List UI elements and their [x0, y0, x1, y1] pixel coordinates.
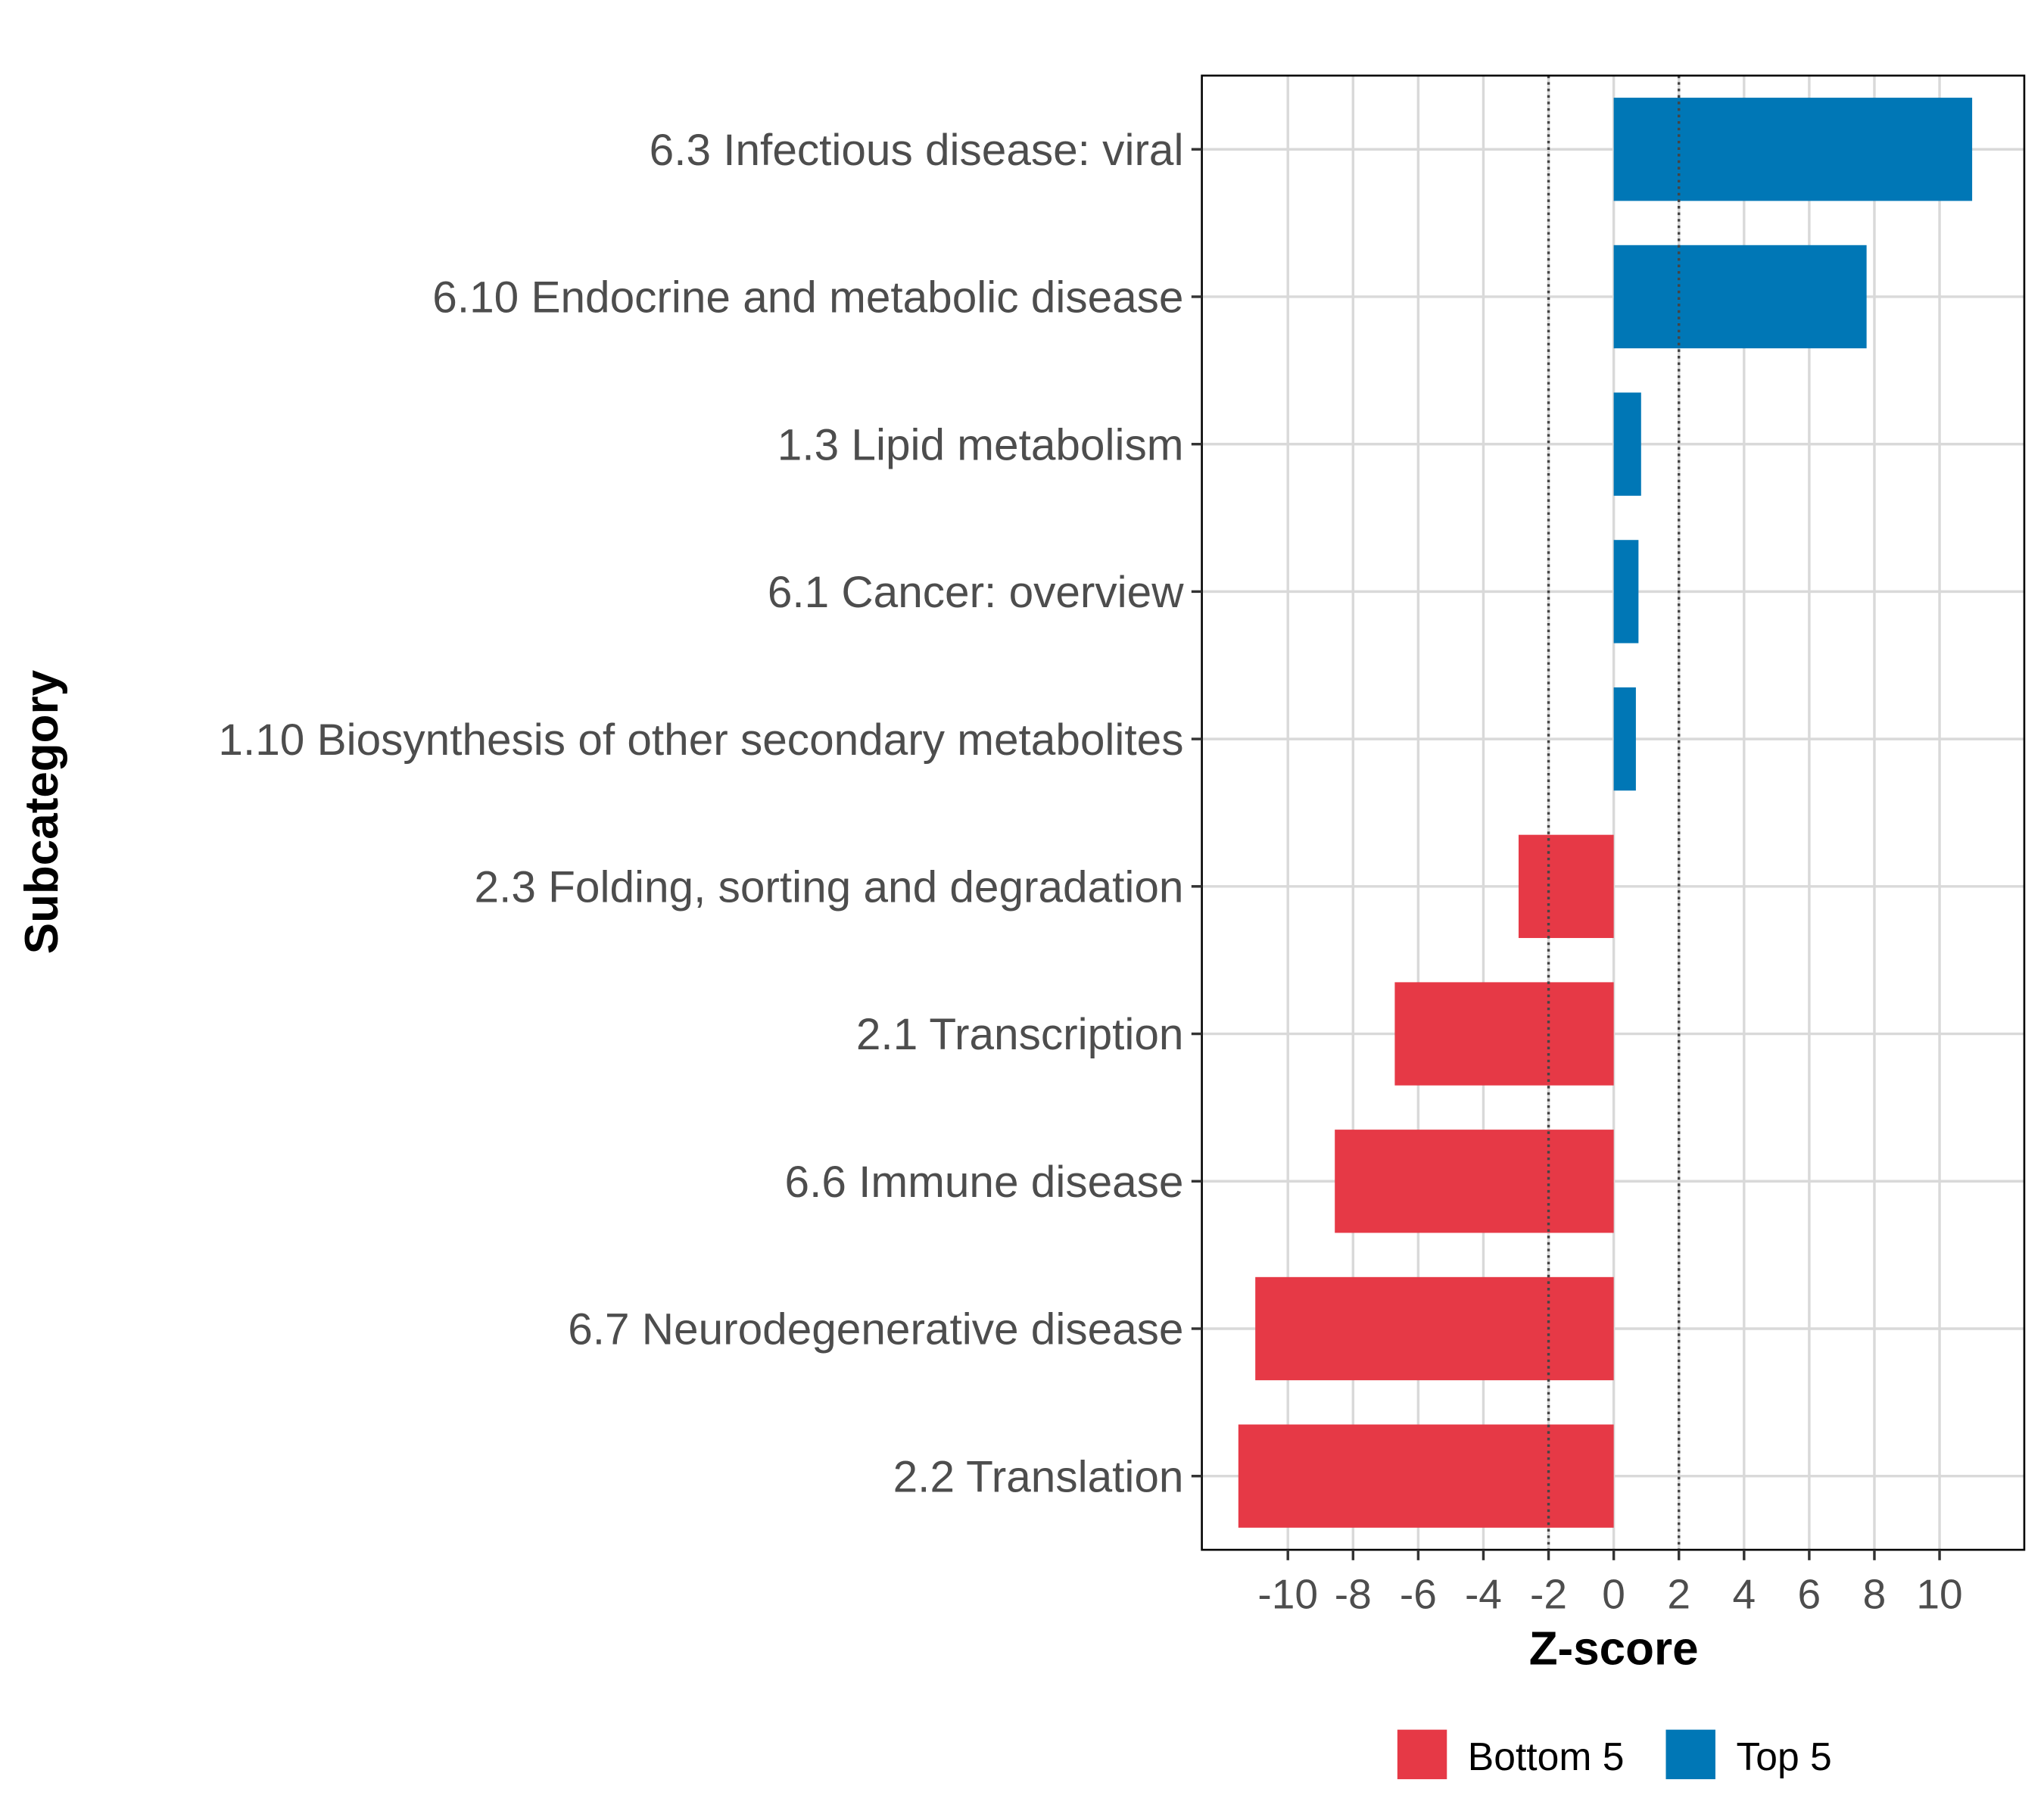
- y-tick-label: 6.3 Infectious disease: viral: [650, 126, 1184, 175]
- x-tick-label: 8: [1863, 1571, 1887, 1618]
- y-tick-labels: 6.3 Infectious disease: viral 6.10 Endocr…: [218, 126, 1202, 1501]
- y-tick-label: 6.7 Neurodegenerative disease: [568, 1305, 1183, 1354]
- x-tick-label: 2: [1667, 1571, 1690, 1618]
- x-tick-label: -2: [1530, 1571, 1567, 1618]
- y-tick-label: 1.10 Biosynthesis of other secondary met…: [218, 715, 1183, 765]
- y-tick-label: 2.1 Transcription: [856, 1010, 1184, 1059]
- x-tick-label: -10: [1257, 1571, 1318, 1618]
- y-tick-label: 2.2 Translation: [893, 1452, 1184, 1501]
- y-tick-label: 6.1 Cancer: overview: [768, 568, 1184, 617]
- legend-label: Top 5: [1736, 1734, 1831, 1778]
- x-tick-label: 4: [1732, 1571, 1756, 1618]
- legend: Bottom 5 Top 5: [1397, 1729, 1832, 1780]
- y-tick-label: 2.3 Folding, sorting and degradation: [475, 862, 1184, 912]
- x-tick-label: -8: [1335, 1571, 1372, 1618]
- bar: [1518, 834, 1614, 938]
- y-tick-label: 1.3 Lipid metabolism: [777, 420, 1184, 469]
- bar: [1613, 687, 1636, 791]
- legend-label: Bottom 5: [1468, 1734, 1625, 1778]
- bar: [1613, 245, 1867, 349]
- bar: [1394, 982, 1614, 1086]
- bar: [1613, 98, 1973, 201]
- x-axis-title: Z-score: [1529, 1623, 1699, 1675]
- bar: [1613, 392, 1641, 496]
- bars: [1238, 98, 1973, 1528]
- bar: [1335, 1130, 1614, 1233]
- x-tick-label: -6: [1400, 1571, 1437, 1618]
- x-tick-label: -4: [1465, 1571, 1502, 1618]
- reference-lines: [1547, 75, 1681, 1551]
- x-tick-label: 0: [1602, 1571, 1625, 1618]
- legend-swatch: [1665, 1729, 1715, 1780]
- x-tick-labels: -10 -8 -6 -4 -2 0 2 4 6 8 10: [1257, 1550, 1963, 1618]
- bar: [1255, 1276, 1614, 1381]
- legend-swatch: [1397, 1729, 1447, 1780]
- bar: [1613, 540, 1639, 644]
- y-tick-label: 6.6 Immune disease: [785, 1158, 1184, 1207]
- x-tick-label: 10: [1916, 1571, 1962, 1618]
- bar: [1238, 1424, 1614, 1528]
- x-tick-label: 6: [1798, 1571, 1821, 1618]
- y-axis-title: Subcategory: [16, 669, 68, 954]
- y-tick-label: 6.10 Endocrine and metabolic disease: [432, 273, 1183, 323]
